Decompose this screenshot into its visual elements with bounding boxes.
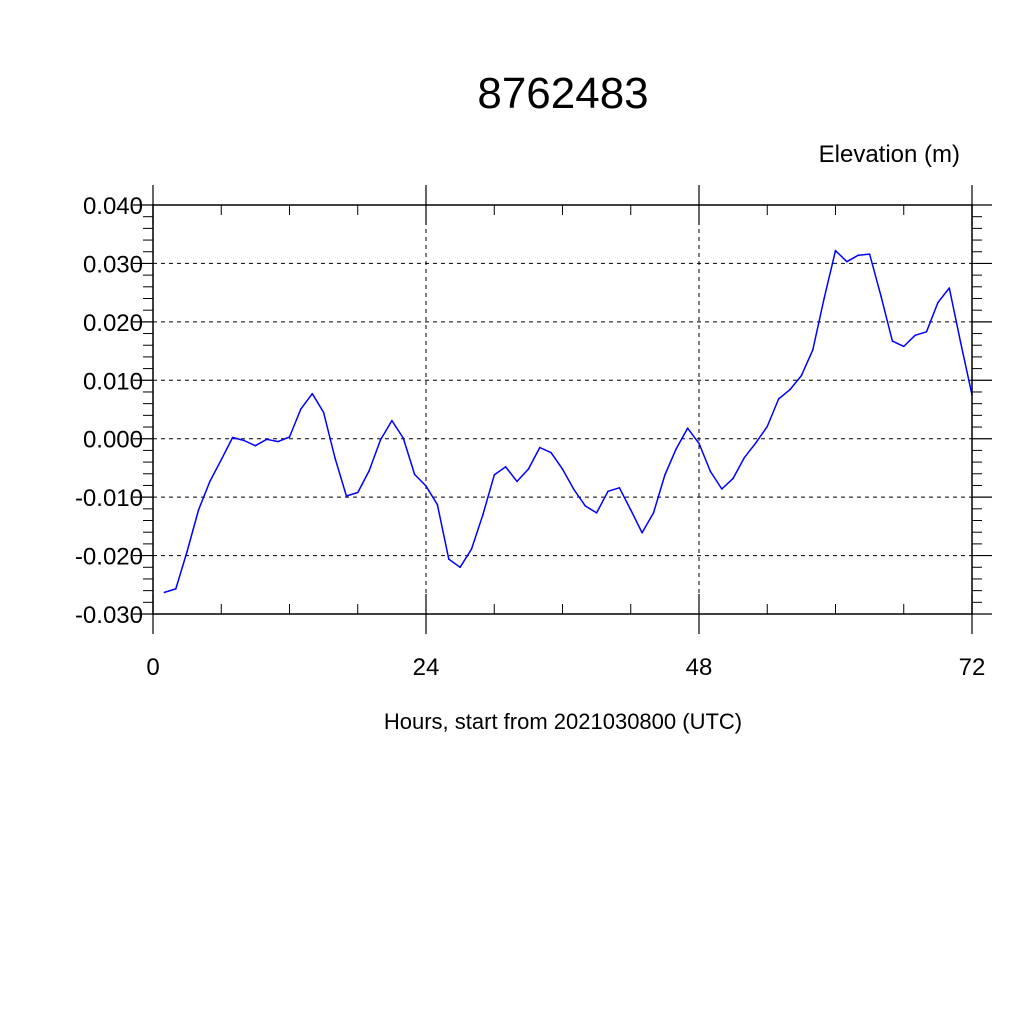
data-point [175, 588, 177, 590]
data-point [186, 550, 188, 553]
y-tick-label: 0.010 [83, 368, 143, 395]
data-point [504, 466, 507, 468]
data-point [789, 388, 791, 391]
data-point [539, 446, 541, 449]
data-point [493, 474, 496, 476]
x-axis-label: Hours, start from 2021030800 (UTC) [384, 709, 742, 734]
y-tick-label: -0.030 [75, 602, 143, 629]
data-point [379, 439, 382, 441]
data-point [220, 458, 223, 461]
data-point [812, 349, 814, 351]
data-point [584, 505, 587, 507]
data-point [288, 436, 291, 438]
data-point [163, 591, 166, 594]
data-point [266, 438, 268, 441]
data-point [959, 341, 962, 344]
data-point [607, 490, 609, 493]
data-point [732, 477, 734, 480]
tick-labels: -0.030 -0.020 -0.010 0.000 0.010 0.020 0.030 0.… [75, 193, 985, 681]
data-point [948, 287, 951, 289]
data-point [766, 425, 769, 428]
data-point [482, 513, 484, 516]
x-tick-label: 72 [959, 654, 986, 681]
plot-frame [152, 204, 973, 615]
y-axis-label: Elevation (m) [819, 141, 960, 168]
data-point [868, 253, 871, 255]
data-point [402, 437, 405, 439]
data-point [459, 566, 461, 569]
data-series [163, 249, 973, 594]
data-point [413, 473, 416, 476]
data-point [675, 447, 678, 450]
data-point [311, 392, 314, 395]
data-point [857, 254, 860, 256]
data-point [709, 470, 712, 473]
data-point [846, 260, 848, 263]
data-point [357, 491, 359, 494]
y-tick-label: 0.040 [83, 193, 143, 220]
data-point [527, 468, 530, 470]
data-point [630, 509, 632, 511]
data-point [516, 480, 518, 483]
data-point [277, 440, 279, 443]
data-point [823, 297, 825, 300]
data-point [209, 480, 211, 483]
data-point [322, 411, 325, 414]
data-point [925, 331, 928, 333]
data-point [300, 408, 302, 410]
data-point [686, 427, 689, 430]
data-point [937, 301, 939, 304]
data-point [721, 488, 723, 490]
x-tick-label: 24 [413, 654, 440, 681]
chart-title: 8762483 [477, 69, 648, 118]
y-tick-label: 0.020 [83, 310, 143, 337]
x-tick-label: 48 [686, 654, 713, 681]
data-point [334, 457, 336, 459]
data-point [880, 295, 882, 297]
data-point [243, 439, 245, 442]
data-point [914, 334, 916, 337]
y-tick-label: 0.000 [83, 427, 143, 454]
data-point [777, 398, 780, 400]
y-tick-label: 0.030 [83, 251, 143, 278]
data-point [743, 456, 746, 459]
data-point [664, 474, 666, 476]
data-point [254, 444, 257, 447]
data-point [834, 249, 837, 252]
data-point [698, 442, 700, 445]
data-point [231, 436, 234, 439]
data-point [595, 512, 598, 514]
data-point [652, 512, 655, 514]
data-point [755, 442, 757, 444]
y-tick-label: -0.010 [75, 485, 143, 512]
data-point [891, 340, 894, 342]
data-point [561, 468, 564, 470]
data-point [448, 558, 450, 560]
data-point [470, 548, 473, 550]
y-tick-label: -0.020 [75, 544, 143, 571]
data-point [197, 509, 200, 511]
data-point [425, 485, 427, 487]
data-point [436, 503, 439, 506]
data-point [345, 495, 348, 497]
data-point [618, 487, 621, 489]
data-point [903, 345, 905, 348]
data-point [641, 532, 643, 534]
data-point [550, 451, 552, 454]
data-point [368, 470, 370, 472]
series-line [164, 249, 973, 594]
data-point [573, 488, 575, 491]
data-point [391, 419, 393, 422]
x-tick-label: 0 [146, 654, 159, 681]
data-point [800, 374, 803, 377]
